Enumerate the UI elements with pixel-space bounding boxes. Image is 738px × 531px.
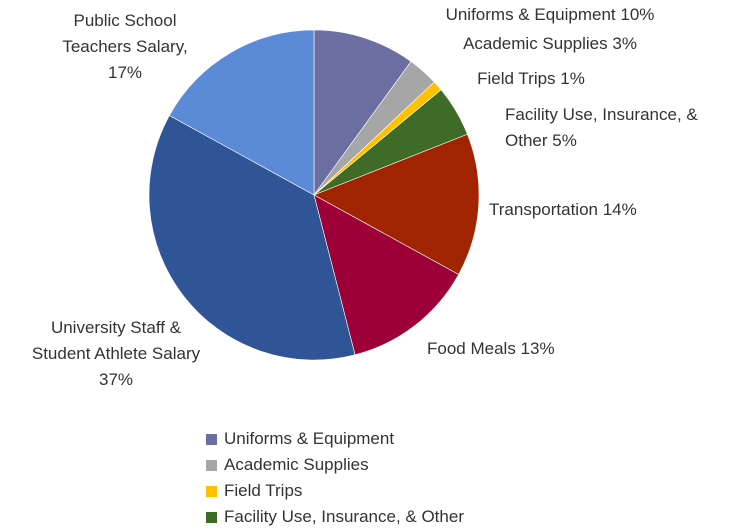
legend-swatch <box>206 485 217 497</box>
pie-slice-0 <box>313 29 412 196</box>
slice-label-4: Transportation 14% <box>489 200 637 219</box>
pie-slice-7 <box>169 29 315 196</box>
legend-swatch <box>206 459 217 471</box>
pie-slice-6 <box>148 115 356 361</box>
slice-label-0: Uniforms & Equipment 10% <box>446 5 655 24</box>
slice-label-3: Facility Use, Insurance, & Other 5% <box>505 105 698 150</box>
slice-label-line: 17% <box>108 63 142 82</box>
slice-label-6: University Staff & Student Athlete Salary… <box>32 318 201 389</box>
legend-swatch <box>206 511 217 523</box>
pie-slice-4 <box>313 133 480 275</box>
legend-label: Field Trips <box>224 481 303 500</box>
legend-item: Field Trips <box>206 478 464 504</box>
legend-item: Uniforms & Equipment <box>206 426 464 452</box>
slice-label-line: Academic Supplies 3% <box>463 34 637 53</box>
slice-label-line: Student Athlete Salary <box>32 344 201 363</box>
legend-label: Academic Supplies <box>224 455 369 474</box>
slice-label-line: University Staff & <box>51 318 182 337</box>
legend-label: Uniforms & Equipment <box>224 429 395 448</box>
slice-label-line: Transportation 14% <box>489 200 637 219</box>
legend-label: Facility Use, Insurance, & Other <box>224 507 464 526</box>
legend: Uniforms & Equipment Academic Supplies Fie… <box>206 426 464 530</box>
slice-label-line: Teachers Salary, <box>62 37 187 56</box>
slice-label-line: Facility Use, Insurance, & <box>505 105 698 124</box>
slice-label-1: Academic Supplies 3% <box>463 34 637 53</box>
slice-label-5: Food Meals 13% <box>427 339 555 358</box>
slice-label-line: Other 5% <box>505 131 577 150</box>
legend-item: Facility Use, Insurance, & Other <box>206 504 464 530</box>
slice-label-2: Field Trips 1% <box>477 69 585 88</box>
slice-label-line: Field Trips 1% <box>477 69 585 88</box>
legend-item: Academic Supplies <box>206 452 464 478</box>
slice-label-line: Public School <box>73 11 176 30</box>
slice-label-line: 37% <box>99 370 133 389</box>
slice-label-7: Public School Teachers Salary, 17% <box>62 11 187 82</box>
slice-label-line: Food Meals 13% <box>427 339 555 358</box>
slice-label-line: Uniforms & Equipment 10% <box>446 5 655 24</box>
pie-slice-5 <box>313 194 459 356</box>
legend-swatch <box>206 433 217 445</box>
